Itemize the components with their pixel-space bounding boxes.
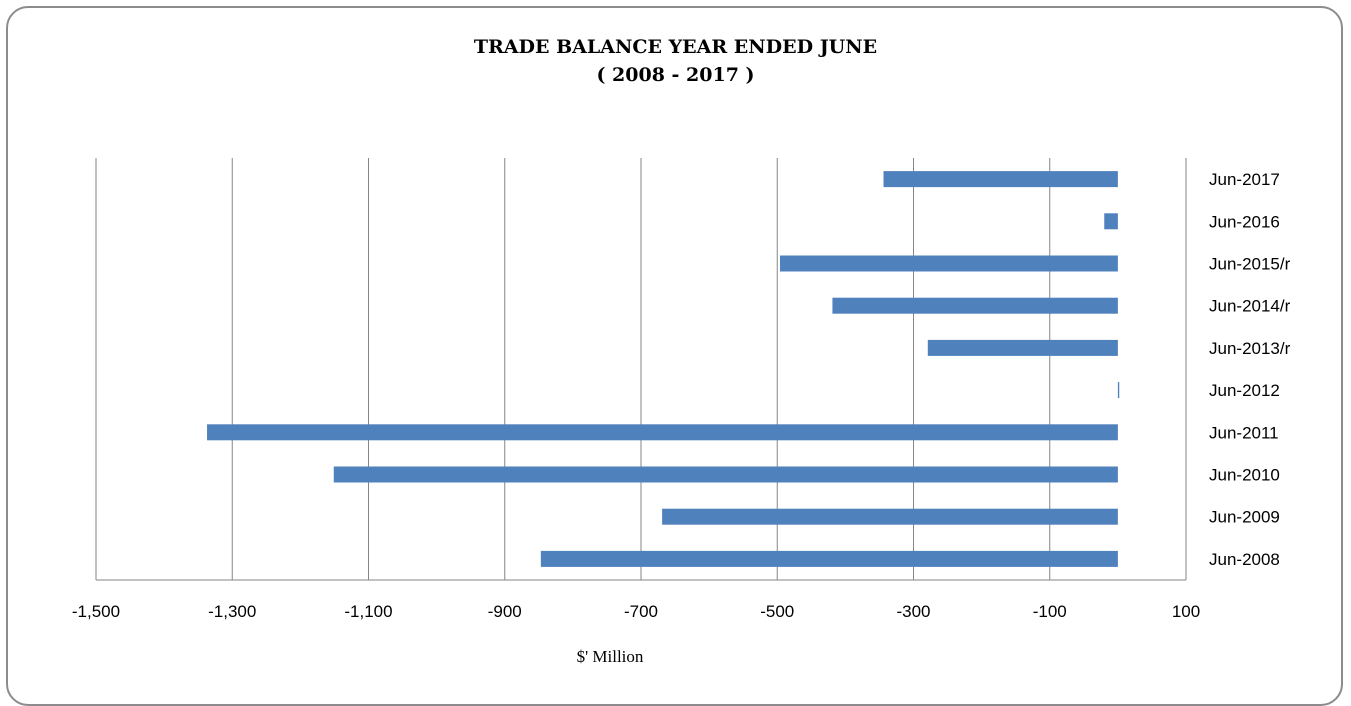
category-label: Jun-2017 (1209, 170, 1280, 189)
category-label: Jun-2014/r (1209, 297, 1291, 316)
x-tick-label: -500 (760, 602, 794, 621)
labels: Jun-2008 Jun-2009 Jun-2010 Jun-2011 Jun-2012… (72, 170, 1291, 666)
category-label: Jun-2010 (1209, 466, 1280, 485)
bar-jun-2009 (662, 508, 1118, 525)
x-axis-title: $' Million (577, 647, 644, 666)
x-tick-label: -300 (896, 602, 930, 621)
bar-jun-2014-r (832, 297, 1118, 314)
bar-jun-2015-r (779, 255, 1118, 272)
category-label: Jun-2015/r (1209, 255, 1291, 274)
x-tick-label: -1,500 (72, 602, 120, 621)
x-tick-label: -700 (624, 602, 658, 621)
category-label: Jun-2008 (1209, 550, 1280, 569)
bar-jun-2017 (883, 171, 1118, 188)
category-label: Jun-2012 (1209, 381, 1280, 400)
bar-jun-2013-r (927, 339, 1118, 356)
bar-jun-2016 (1104, 213, 1118, 230)
axes (95, 158, 1186, 581)
category-label: Jun-2013/r (1209, 339, 1291, 358)
x-tick-label: 100 (1172, 602, 1200, 621)
category-label: Jun-2009 (1209, 508, 1280, 527)
chart-title: TRADE BALANCE YEAR ENDED JUNE (473, 36, 878, 58)
bar-jun-2011 (207, 424, 1118, 441)
x-tick-label: -900 (488, 602, 522, 621)
trade-balance-chart: Jun-2008 Jun-2009 Jun-2010 Jun-2011 Jun-2012… (72, 158, 1291, 666)
bar-jun-2010 (333, 466, 1118, 483)
category-label: Jun-2016 (1209, 212, 1280, 231)
chart-frame (6, 6, 1343, 706)
x-tick-label: -1,300 (208, 602, 256, 621)
bar-jun-2008 (540, 550, 1118, 567)
category-label: Jun-2011 (1209, 423, 1279, 442)
x-tick-label: -1,100 (344, 602, 392, 621)
chart-subtitle: ( 2008 - 2017 ) (596, 64, 755, 86)
x-tick-label: -100 (1033, 602, 1067, 621)
bars (207, 171, 1120, 567)
bar-jun-2012 (1117, 382, 1120, 399)
